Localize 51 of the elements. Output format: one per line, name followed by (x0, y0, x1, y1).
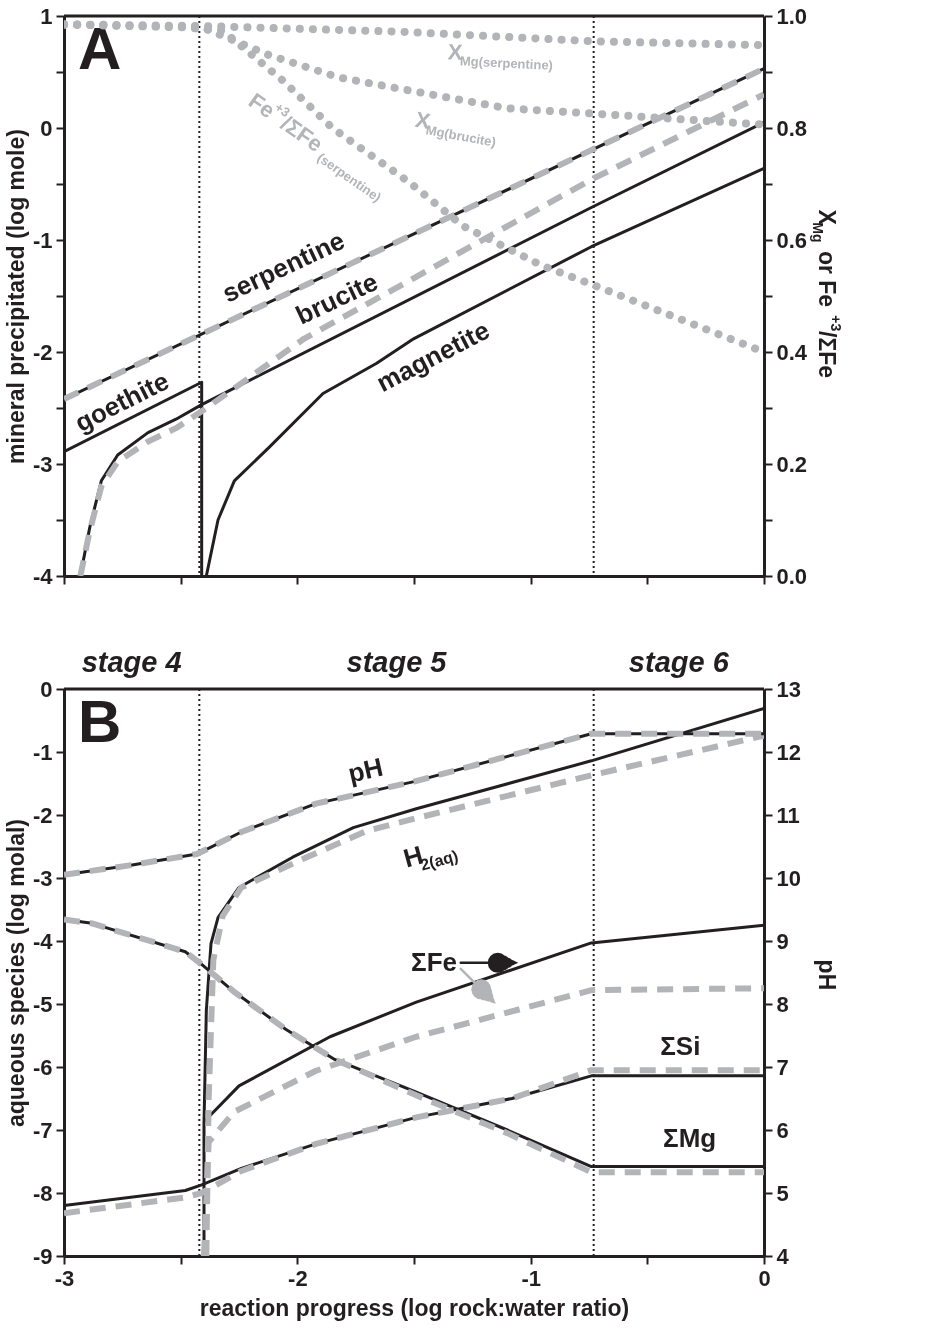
annotation: pH (345, 751, 386, 789)
y-tick-label: -5 (32, 991, 53, 1017)
y-tick-label: -8 (32, 1180, 53, 1206)
y-tick-label: -4 (32, 563, 54, 589)
y-tick-label: 0 (40, 115, 53, 141)
annotation: XMg(serpentine) (447, 39, 554, 73)
y2-tick-label: 0.6 (776, 227, 808, 253)
y2-axis-title: XMg or Fe+3/ΣFe (810, 209, 844, 379)
text: stage 4 (81, 646, 182, 678)
annotation: ΣMg (663, 1123, 717, 1154)
y-tick-label: -2 (32, 802, 53, 828)
x-axis-title: reaction progress (log rock:water ratio) (199, 1294, 630, 1321)
y2-axis-title: pH (814, 959, 840, 991)
y-axis-title: aqueous species (log molal) (2, 818, 29, 1128)
y2-tick-label: 13 (776, 676, 801, 702)
y-tick-label: 1 (40, 3, 53, 29)
y-tick-label: -3 (32, 865, 53, 891)
y2-tick-label: 9 (776, 928, 789, 954)
annotation: A (78, 15, 122, 82)
y2-tick-label: 1.0 (776, 3, 808, 29)
y-tick-label: -1 (32, 227, 53, 253)
y2-tick-label: 5 (776, 1180, 789, 1206)
y2-tick-label: 0.2 (776, 451, 808, 477)
annotation: B (78, 688, 122, 755)
annotation: ΣFe (411, 946, 458, 977)
text: stage 6 (628, 646, 730, 678)
y-tick-label: -2 (32, 339, 53, 365)
text: stage 5 (346, 646, 448, 678)
y-tick-label: -6 (32, 1054, 53, 1080)
y-tick-label: -3 (32, 451, 53, 477)
y-tick-label: -7 (32, 1117, 53, 1143)
y2-tick-label: 0.4 (776, 339, 808, 365)
y2-tick-label: 12 (776, 739, 801, 765)
y-tick-label: -9 (32, 1243, 53, 1269)
y-tick-label: -4 (32, 928, 54, 954)
y2-tick-label: 7 (776, 1054, 789, 1080)
y-tick-label: 0 (40, 676, 53, 702)
y2-tick-label: 4 (776, 1243, 790, 1269)
y2-tick-label: 0.0 (776, 563, 808, 589)
x-tick-label: -1 (521, 1265, 541, 1291)
annotation: ΣSi (660, 1030, 701, 1061)
y2-tick-label: 6 (776, 1117, 789, 1143)
y2-tick-label: 10 (776, 865, 801, 891)
y-axis-title: mineral precipitated (log mole) (2, 129, 29, 464)
y2-tick-label: 8 (776, 991, 789, 1017)
y2-tick-label: 11 (776, 802, 800, 828)
annotation: H2(aq) (400, 839, 460, 874)
y2-tick-label: 0.8 (776, 115, 808, 141)
x-tick-label: 0 (758, 1265, 771, 1291)
y-tick-label: -1 (32, 739, 53, 765)
x-tick-label: -2 (288, 1265, 308, 1291)
